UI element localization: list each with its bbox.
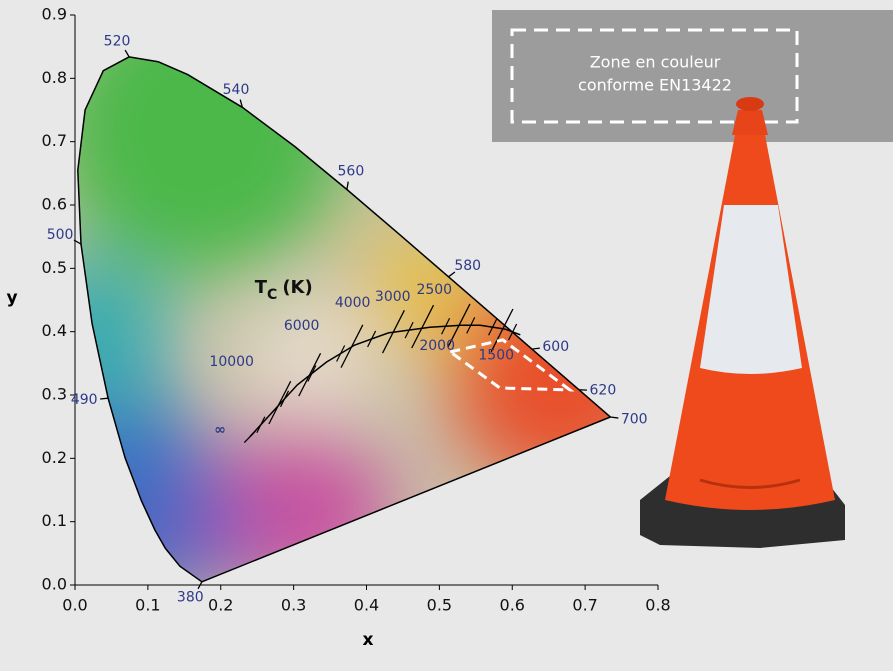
- x-tick-label: 0.2: [208, 596, 233, 615]
- y-tick-label: 0.4: [42, 321, 67, 340]
- caption-box: Zone en couleur conforme EN13422: [492, 10, 893, 142]
- x-tick-label: 0.8: [645, 596, 670, 615]
- wavelength-tick: [100, 398, 108, 399]
- x-tick-label: 0.4: [354, 596, 379, 615]
- wavelength-label: 380: [177, 590, 204, 606]
- isotherm-label: 4000: [335, 295, 371, 311]
- tc-unit: (K): [282, 277, 312, 298]
- caption-line: conforme EN13422: [578, 76, 732, 95]
- isotherm-label: 10000: [209, 354, 254, 370]
- y-tick-label: 0.6: [42, 195, 67, 214]
- tc-sub: C: [267, 287, 277, 303]
- y-tick-label: 0.0: [42, 575, 67, 594]
- y-tick-label: 0.1: [42, 511, 67, 530]
- x-axis-label: x: [363, 630, 374, 650]
- wavelength-label: 500: [47, 227, 74, 243]
- x-tick-label: 0.1: [135, 596, 160, 615]
- y-tick-label: 0.7: [42, 131, 67, 150]
- y-axis-label: y: [6, 288, 17, 308]
- isotherm-label: 2000: [419, 338, 455, 354]
- y-tick-label: 0.2: [42, 448, 67, 467]
- isotherm-label: 6000: [284, 318, 320, 334]
- x-tick-label: 0.6: [500, 596, 525, 615]
- y-tick-label: 0.9: [42, 5, 67, 24]
- wavelength-label: 600: [542, 339, 569, 355]
- y-tick-label: 0.3: [42, 385, 67, 404]
- wavelength-label: 520: [104, 33, 131, 49]
- caption-line: Zone en couleur: [590, 53, 721, 72]
- isotherm-label: 3000: [375, 289, 411, 305]
- wavelength-label: 490: [71, 392, 98, 408]
- wavelength-label: 560: [338, 164, 365, 180]
- x-tick-label: 0.7: [572, 596, 597, 615]
- isotherm-label: 1500: [478, 348, 514, 364]
- x-tick-label: 0.3: [281, 596, 306, 615]
- wavelength-label: 700: [621, 411, 648, 427]
- isotherm-label: 2500: [416, 282, 452, 298]
- x-tick-label: 0.5: [427, 596, 452, 615]
- y-tick-label: 0.8: [42, 68, 67, 87]
- x-tick-label: 0.0: [62, 596, 87, 615]
- wavelength-label: 580: [454, 258, 481, 274]
- y-tick-label: 0.5: [42, 258, 67, 277]
- wavelength-label: 620: [590, 383, 617, 399]
- tc-main: T: [255, 277, 268, 298]
- isotherm-label: ∞: [214, 422, 226, 438]
- wavelength-label: 540: [223, 82, 250, 98]
